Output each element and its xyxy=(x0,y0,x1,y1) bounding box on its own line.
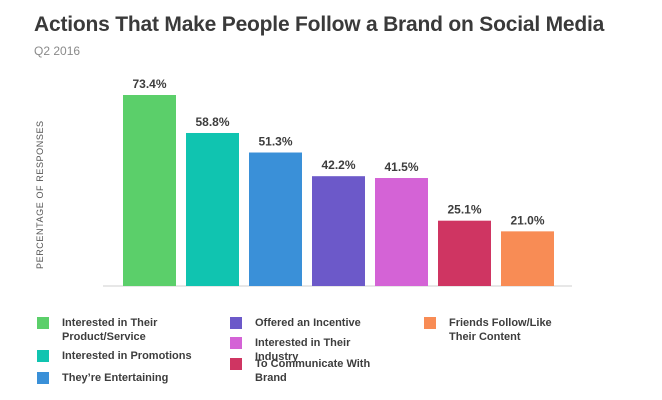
data-label-2: 58.8% xyxy=(195,115,229,129)
chart-subtitle: Q2 2016 xyxy=(34,44,81,58)
bar-7 xyxy=(501,231,554,286)
data-label-7: 21.0% xyxy=(510,213,544,227)
data-label-3: 51.3% xyxy=(258,135,292,149)
bar-6 xyxy=(438,220,491,286)
bar-2 xyxy=(186,132,239,286)
data-label-1: 73.4% xyxy=(132,77,166,91)
data-label-6: 25.1% xyxy=(447,203,481,217)
bar-1 xyxy=(123,95,176,286)
bar-5 xyxy=(375,178,428,286)
bar-3 xyxy=(249,152,302,286)
bar-4 xyxy=(312,176,365,286)
data-label-4: 42.2% xyxy=(321,158,355,172)
data-label-5: 41.5% xyxy=(384,160,418,174)
chart-title: Actions That Make People Follow a Brand … xyxy=(34,13,605,36)
